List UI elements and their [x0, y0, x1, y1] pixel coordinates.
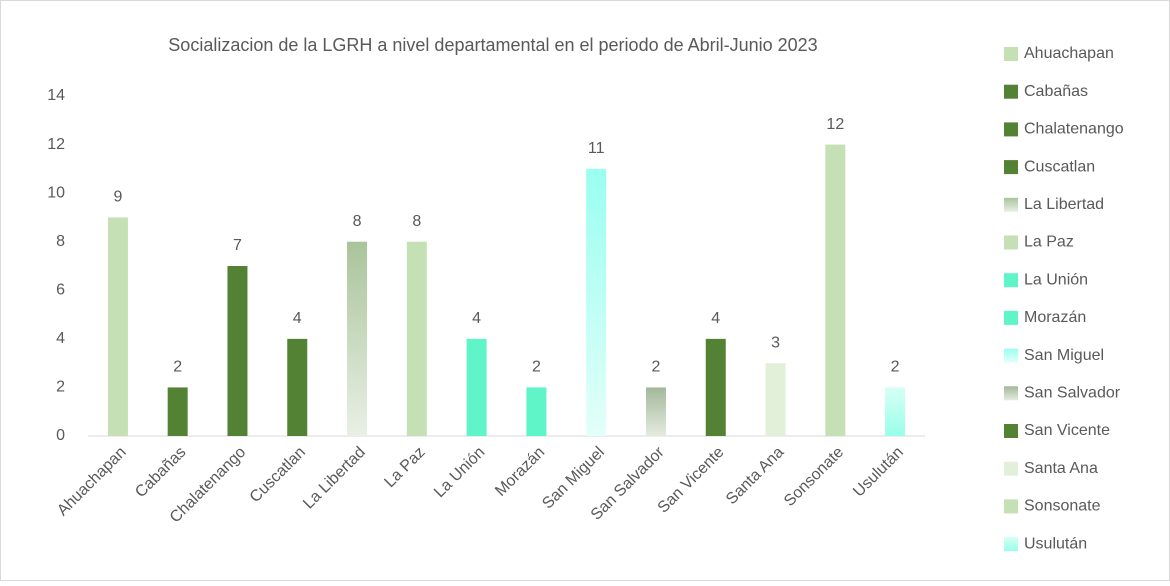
legend-swatch — [1004, 47, 1018, 61]
chart-title: Socializacion de la LGRH a nivel departa… — [168, 35, 817, 55]
legend-label: La Libertad — [1024, 196, 1104, 213]
y-tick-label: 12 — [47, 136, 65, 153]
data-label: 4 — [711, 310, 720, 327]
data-label: 9 — [113, 189, 122, 206]
legend-label: Ahuachapan — [1024, 45, 1114, 62]
legend-label: La Unión — [1024, 271, 1088, 288]
bar — [825, 144, 846, 437]
data-label: 2 — [891, 359, 900, 376]
y-tick-label: 10 — [47, 184, 65, 201]
bar — [466, 338, 487, 436]
legend-swatch — [1004, 84, 1018, 99]
legend-label: San Miguel — [1024, 347, 1104, 364]
legend-label: Cuscatlan — [1024, 158, 1095, 175]
legend-label: La Paz — [1024, 234, 1074, 251]
data-label: 7 — [233, 237, 242, 254]
data-label: 4 — [293, 310, 302, 327]
bar — [885, 387, 906, 436]
data-label: 3 — [771, 334, 780, 351]
bar — [586, 168, 607, 436]
legend-label: Usulután — [1024, 535, 1087, 552]
data-label: 11 — [588, 140, 605, 157]
y-tick-label: 4 — [56, 330, 65, 347]
legend-swatch — [1004, 122, 1018, 137]
legend-label: Morazán — [1024, 309, 1086, 326]
data-label: 8 — [353, 213, 362, 230]
y-tick-label: 0 — [56, 427, 65, 444]
legend-swatch — [1004, 160, 1018, 175]
bar — [765, 363, 786, 436]
legend-swatch — [1004, 310, 1018, 325]
legend-label: Cabañas — [1024, 83, 1088, 100]
bar — [347, 241, 368, 436]
legend-swatch — [1004, 461, 1018, 476]
bar — [526, 387, 547, 436]
legend-label: San Vicente — [1024, 422, 1110, 439]
bar — [227, 266, 248, 436]
legend-label: San Salvador — [1024, 385, 1121, 402]
legend-swatch — [1004, 197, 1018, 212]
legend-swatch — [1004, 235, 1018, 250]
legend-swatch — [1004, 273, 1018, 288]
legend-swatch — [1004, 424, 1018, 438]
data-label: 12 — [826, 116, 844, 133]
data-label: 2 — [652, 359, 661, 376]
bar — [167, 387, 188, 436]
legend-swatch — [1004, 348, 1018, 363]
y-tick-label: 2 — [56, 379, 65, 396]
bar — [287, 338, 308, 436]
y-tick-label: 14 — [47, 87, 65, 104]
legend-label: Sonsonate — [1024, 498, 1101, 515]
data-label: 2 — [532, 359, 541, 376]
data-label: 2 — [173, 359, 182, 376]
data-label: 4 — [472, 310, 481, 327]
bar — [645, 387, 666, 436]
y-tick-label: 6 — [56, 282, 65, 299]
data-label: 8 — [412, 213, 421, 230]
legend-label: Chalatenango — [1024, 121, 1124, 138]
legend-swatch — [1004, 537, 1018, 552]
bar — [406, 241, 427, 436]
legend-swatch — [1004, 499, 1018, 514]
legend-swatch — [1004, 386, 1018, 401]
bar — [107, 217, 128, 436]
bar — [705, 338, 726, 436]
y-tick-label: 8 — [56, 233, 65, 250]
legend-label: Santa Ana — [1024, 460, 1098, 477]
